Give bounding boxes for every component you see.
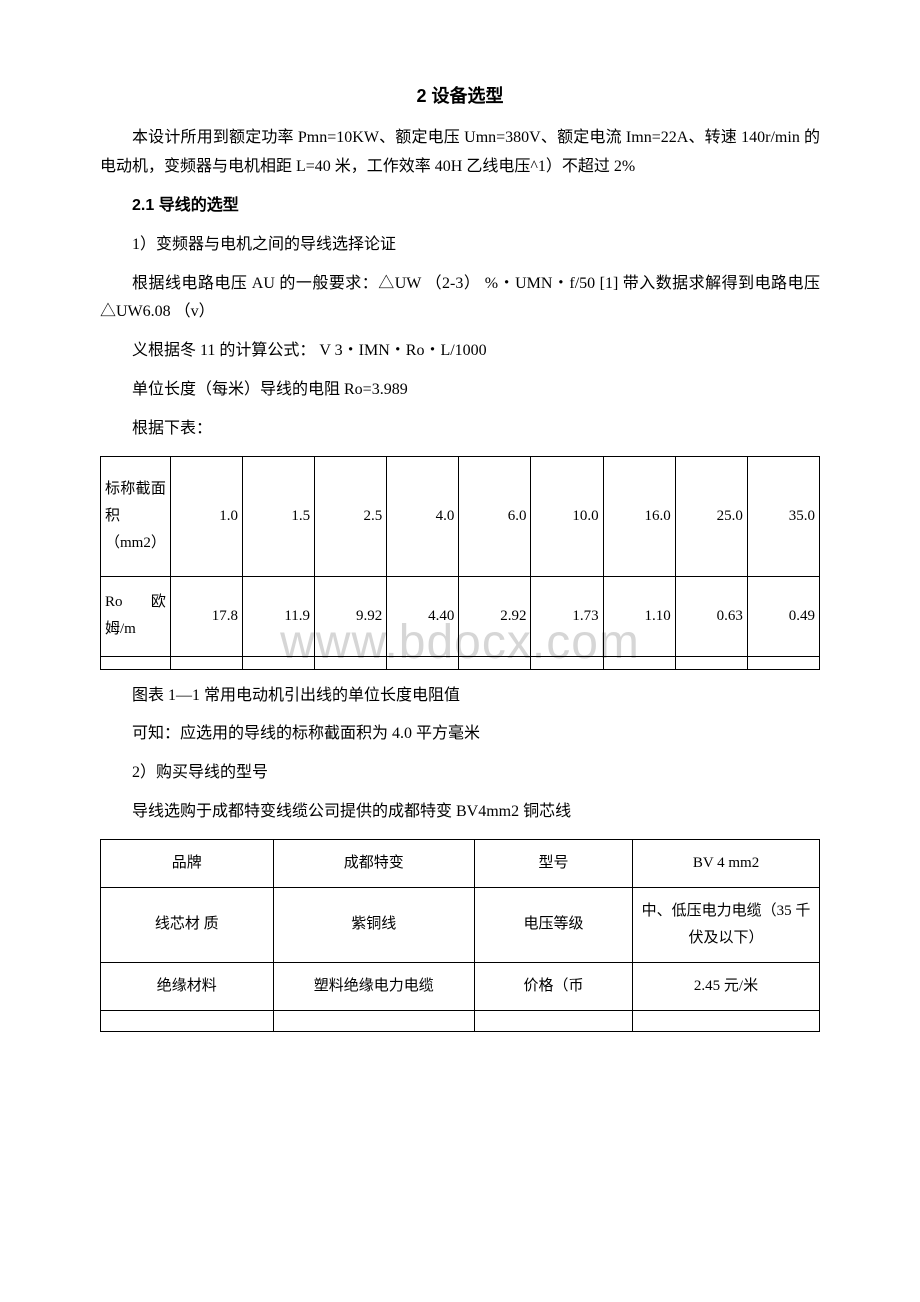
table-cell: 2.45 元/米 xyxy=(633,962,820,1010)
table-cell xyxy=(531,656,603,669)
paragraph-6: 根据下表： xyxy=(100,415,820,444)
table-cell: 0.63 xyxy=(675,576,747,656)
paragraph-8: 2）购买导线的型号 xyxy=(100,759,820,788)
table-cell: 绝缘材料 xyxy=(101,962,274,1010)
product-spec-table: 品牌 成都特变 型号 BV 4 mm2 线芯材 质 紫铜线 电压等级 中、低压电… xyxy=(100,839,820,1032)
paragraph-3: 根据线电路电压 AU 的一般要求：△UW （2-3） %・UMN・f/50 [1… xyxy=(100,270,820,328)
table-cell: 1.10 xyxy=(603,576,675,656)
table-cell: 6.0 xyxy=(459,456,531,576)
table-cell: 价格（币 xyxy=(474,962,632,1010)
table-cell xyxy=(242,656,314,669)
table-cell xyxy=(101,1010,274,1031)
table-cell xyxy=(459,656,531,669)
paragraph-intro: 本设计所用到额定功率 Pmn=10KW、额定电压 Umn=380V、额定电流 I… xyxy=(100,124,820,182)
table-cell xyxy=(273,1010,474,1031)
table-cell: 2.5 xyxy=(315,456,387,576)
table-cell xyxy=(387,656,459,669)
table-cell: 电压等级 xyxy=(474,887,632,962)
table-cell: 16.0 xyxy=(603,456,675,576)
resistance-table: 标称截面积（mm2） 1.0 1.5 2.5 4.0 6.0 10.0 16.0… xyxy=(100,456,820,670)
table-cell: 紫铜线 xyxy=(273,887,474,962)
table-cell xyxy=(675,656,747,669)
table-header-label: 标称截面积（mm2） xyxy=(101,456,171,576)
paragraph-7: 可知：应选用的导线的标称截面积为 4.0 平方毫米 xyxy=(100,720,820,749)
table-cell: 35.0 xyxy=(747,456,819,576)
table-cell: 型号 xyxy=(474,839,632,887)
section-header-2-1: 2.1 导线的选型 xyxy=(100,192,820,221)
table-cell xyxy=(315,656,387,669)
table-row: 线芯材 质 紫铜线 电压等级 中、低压电力电缆（35 千伏及以下） xyxy=(101,887,820,962)
table-cell xyxy=(474,1010,632,1031)
table-cell: 线芯材 质 xyxy=(101,887,274,962)
table-row: 绝缘材料 塑料绝缘电力电缆 价格（币 2.45 元/米 xyxy=(101,962,820,1010)
table-cell: 塑料绝缘电力电缆 xyxy=(273,962,474,1010)
table-cell: 10.0 xyxy=(531,456,603,576)
table-cell: 1.5 xyxy=(242,456,314,576)
table-cell xyxy=(747,656,819,669)
table-row xyxy=(101,1010,820,1031)
table-row-label: Ro 欧姆/m xyxy=(101,576,171,656)
paragraph-5: 单位长度（每米）导线的电阻 Ro=3.989 xyxy=(100,376,820,405)
table-cell: BV 4 mm2 xyxy=(633,839,820,887)
table-cell: 中、低压电力电缆（35 千伏及以下） xyxy=(633,887,820,962)
table-cell: 2.92 xyxy=(459,576,531,656)
table-cell: 17.8 xyxy=(170,576,242,656)
table-cell: 品牌 xyxy=(101,839,274,887)
table-cell: 11.9 xyxy=(242,576,314,656)
table-row: 品牌 成都特变 型号 BV 4 mm2 xyxy=(101,839,820,887)
table-cell: 成都特变 xyxy=(273,839,474,887)
table-caption: 图表 1—1 常用电动机引出线的单位长度电阻值 xyxy=(100,682,820,711)
table-row: 标称截面积（mm2） 1.0 1.5 2.5 4.0 6.0 10.0 16.0… xyxy=(101,456,820,576)
table-cell xyxy=(170,656,242,669)
table-cell xyxy=(603,656,675,669)
table-cell: 4.40 xyxy=(387,576,459,656)
table-cell: 0.49 xyxy=(747,576,819,656)
table-cell xyxy=(633,1010,820,1031)
table-cell: 1.73 xyxy=(531,576,603,656)
table-row: Ro 欧姆/m 17.8 11.9 9.92 4.40 2.92 1.73 1.… xyxy=(101,576,820,656)
table-cell: 25.0 xyxy=(675,456,747,576)
table-cell xyxy=(101,656,171,669)
table-row xyxy=(101,656,820,669)
paragraph-2: 1）变频器与电机之间的导线选择论证 xyxy=(100,231,820,260)
table-cell: 1.0 xyxy=(170,456,242,576)
page-title: 2 设备选型 xyxy=(100,80,820,112)
document-content: 2 设备选型 本设计所用到额定功率 Pmn=10KW、额定电压 Umn=380V… xyxy=(100,80,820,1032)
paragraph-4: 义根据冬 11 的计算公式： V 3・IMN・Ro・L/1000 xyxy=(100,337,820,366)
paragraph-9: 导线选购于成都特变线缆公司提供的成都特变 BV4mm2 铜芯线 xyxy=(100,798,820,827)
table-cell: 9.92 xyxy=(315,576,387,656)
table-cell: 4.0 xyxy=(387,456,459,576)
